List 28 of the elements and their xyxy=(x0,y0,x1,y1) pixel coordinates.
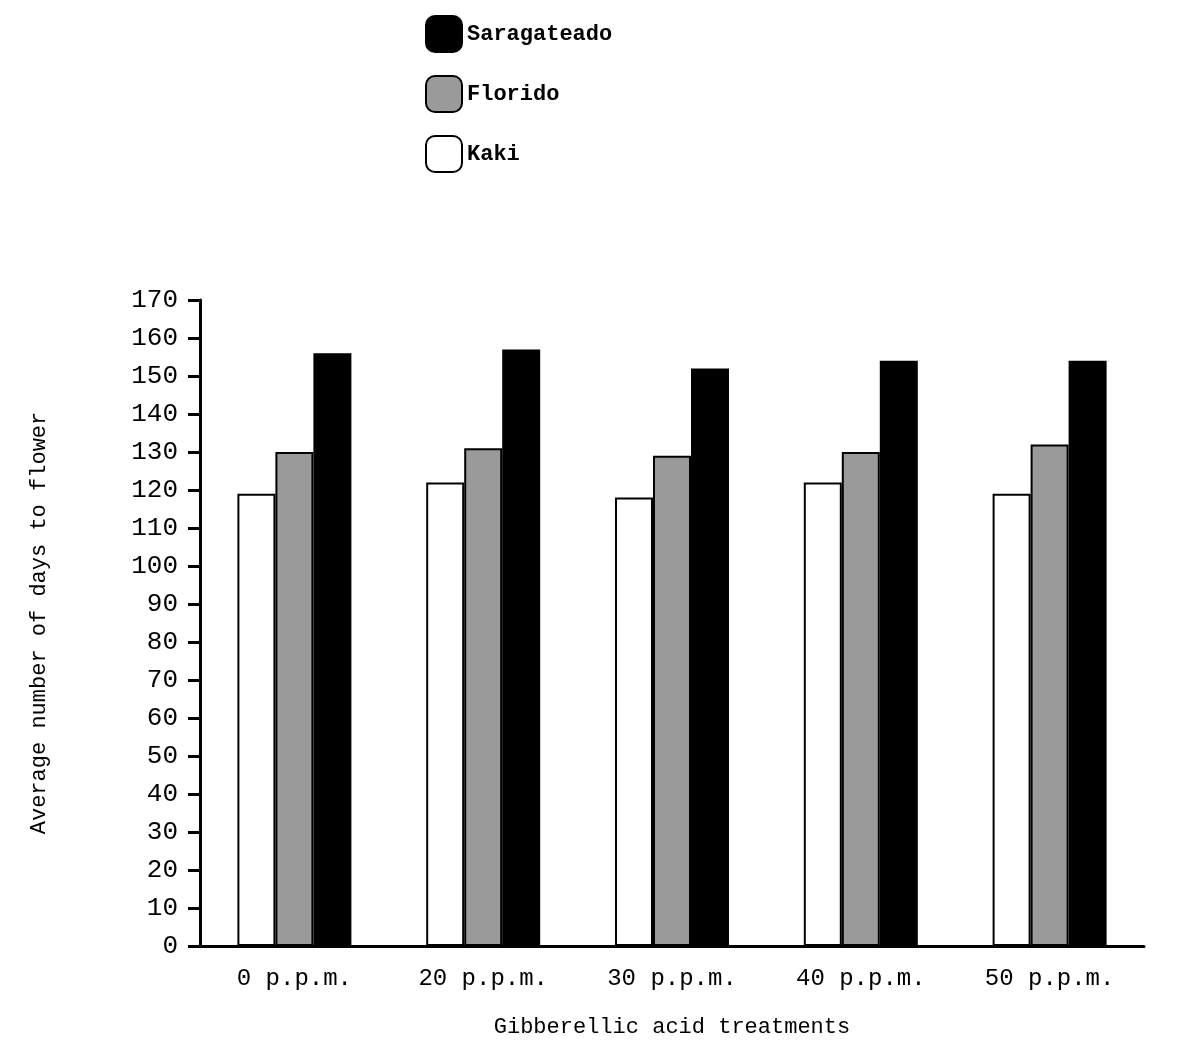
x-tick-label: 20 p.p.m. xyxy=(418,964,549,992)
y-tick-label: 0 xyxy=(162,931,178,961)
legend-label: Kaki xyxy=(467,141,520,167)
y-axis-title: Average number of days to flower xyxy=(26,411,52,835)
y-tick-label: 160 xyxy=(131,323,178,353)
x-tick-label: 0 p.p.m. xyxy=(236,964,353,992)
legend-label: Florido xyxy=(467,81,560,107)
y-tick-label: 170 xyxy=(131,285,178,315)
y-tick-label: 10 xyxy=(146,893,178,923)
y-tick-label: 90 xyxy=(146,589,178,619)
y-tick-label: 60 xyxy=(146,703,178,733)
y-tick-label: 110 xyxy=(131,513,178,543)
y-tick-label: 80 xyxy=(146,627,178,657)
y-tick-label: 150 xyxy=(131,361,178,391)
y-tick-label: 120 xyxy=(131,475,178,505)
y-tick-label: 100 xyxy=(131,551,178,581)
x-tick-label: 40 p.p.m. xyxy=(795,964,926,992)
y-tick-label: 70 xyxy=(146,665,178,695)
legend-label: Saragateado xyxy=(467,21,613,47)
x-tick-label: 30 p.p.m. xyxy=(607,964,737,992)
y-tick-label: 130 xyxy=(131,437,178,467)
y-tick-label: 50 xyxy=(146,741,178,771)
x-axis-title: Gibberellic acid treatments xyxy=(493,1014,851,1040)
y-tick-label: 40 xyxy=(146,779,178,809)
y-tick-label: 30 xyxy=(146,817,178,847)
x-tick-label: 50 p.p.m. xyxy=(984,964,1115,992)
y-tick-label: 140 xyxy=(131,399,178,429)
y-tick-label: 20 xyxy=(146,855,178,885)
